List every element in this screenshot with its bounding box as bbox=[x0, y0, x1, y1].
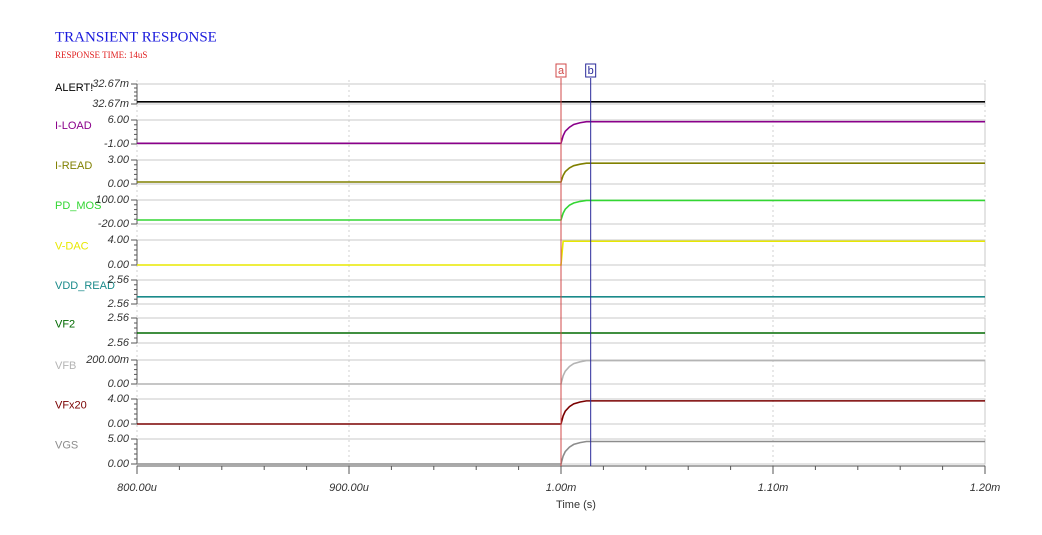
signal-line bbox=[137, 440, 985, 465]
y-tick-label: 0.00 bbox=[108, 378, 130, 390]
cursor-flag bbox=[585, 63, 597, 78]
y-tick-label: 6.00 bbox=[108, 114, 130, 126]
y-tick-label: 200.00m bbox=[85, 354, 129, 366]
panel-label: PD_MOS bbox=[55, 200, 101, 212]
cursor-label: b bbox=[588, 65, 594, 77]
y-tick-label: -1.00 bbox=[104, 138, 130, 150]
cursor-label: a bbox=[558, 65, 565, 77]
signal-line bbox=[137, 120, 985, 145]
y-tick-label: 2.56 bbox=[107, 298, 130, 310]
x-tick-label: 800.00u bbox=[117, 482, 157, 494]
panel-label: VF2 bbox=[55, 318, 75, 330]
y-tick-label: 0.00 bbox=[108, 418, 130, 430]
cursor-flag bbox=[555, 63, 567, 78]
y-tick-label: 2.56 bbox=[107, 312, 130, 324]
x-tick-label: 1.10m bbox=[758, 482, 789, 494]
signal-line bbox=[137, 162, 985, 183]
panel-label: V-DAC bbox=[55, 240, 89, 252]
panel-label: VFB bbox=[55, 360, 76, 372]
panel-label: VGS bbox=[55, 439, 78, 451]
y-tick-label: 4.00 bbox=[108, 234, 130, 246]
x-tick-label: 1.20m bbox=[970, 482, 1001, 494]
y-tick-label: 3.00 bbox=[108, 154, 130, 166]
y-tick-label: 2.56 bbox=[107, 337, 130, 349]
y-tick-label: 0.00 bbox=[108, 458, 130, 470]
y-tick-label: 0.00 bbox=[108, 259, 130, 271]
x-tick-label: 900.00u bbox=[329, 482, 369, 494]
y-tick-label: 32.67m bbox=[92, 78, 129, 90]
chart-subtitle: RESPONSE TIME: 14uS bbox=[55, 50, 147, 60]
x-axis-label: Time (s) bbox=[556, 499, 596, 511]
signal-line bbox=[137, 199, 985, 221]
y-tick-label: 4.00 bbox=[108, 393, 130, 405]
y-tick-label: 5.00 bbox=[108, 433, 130, 445]
y-tick-label: 32.67m bbox=[92, 98, 129, 110]
chart-title: TRANSIENT RESPONSE bbox=[55, 29, 217, 45]
x-tick-label: 1.00m bbox=[546, 482, 577, 494]
y-tick-label: 0.00 bbox=[108, 178, 130, 190]
y-tick-label: 100.00 bbox=[95, 194, 130, 206]
panel-label: I-LOAD bbox=[55, 120, 92, 132]
y-tick-label: -20.00 bbox=[98, 218, 130, 230]
signal-line bbox=[137, 359, 985, 385]
y-tick-label: 2.56 bbox=[107, 274, 130, 286]
panel-label: VFx20 bbox=[55, 399, 87, 411]
panel-label: I-READ bbox=[55, 160, 92, 172]
signal-line bbox=[137, 240, 985, 266]
panel-label: ALERT! bbox=[55, 82, 93, 94]
panel-label: VDD_READ bbox=[55, 280, 115, 292]
signal-line bbox=[137, 400, 985, 425]
